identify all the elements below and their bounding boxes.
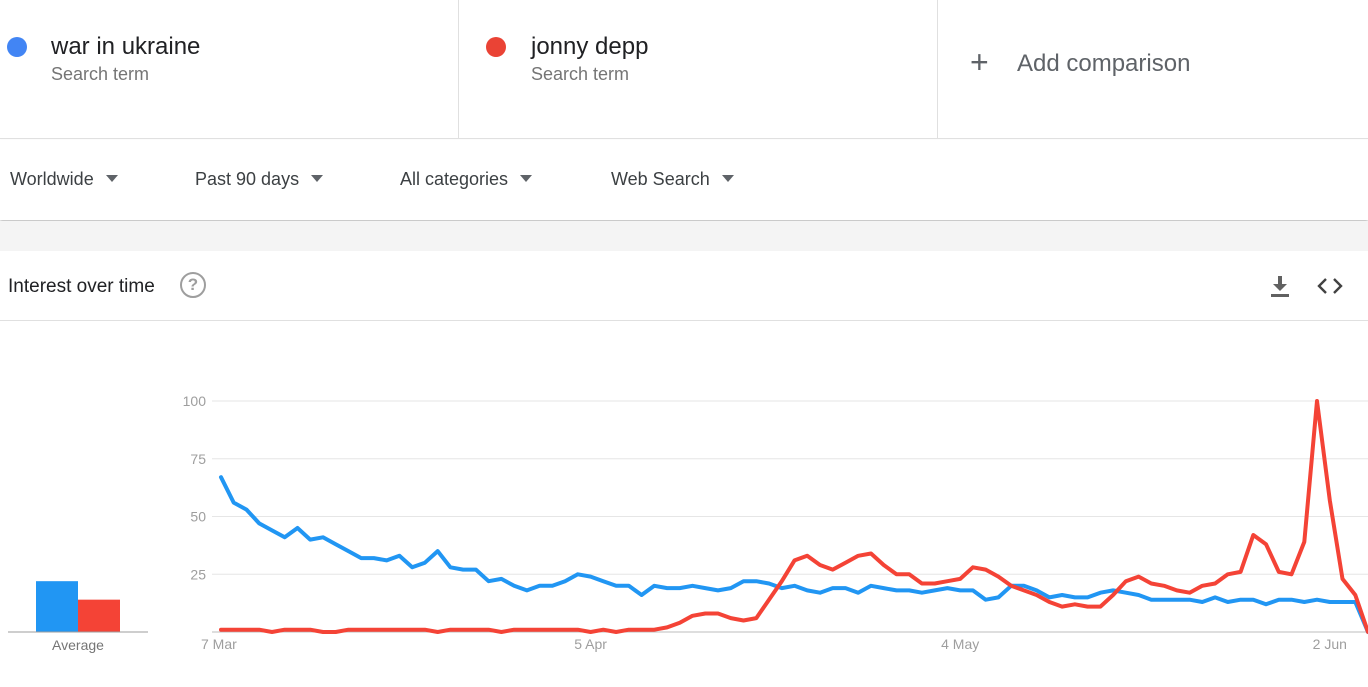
term-name[interactable]: war in ukraine xyxy=(51,33,201,60)
category-dropdown[interactable]: All categories xyxy=(400,169,533,190)
term-type: Search term xyxy=(51,64,150,84)
y-tick-label: 100 xyxy=(183,393,207,409)
caret-down-icon xyxy=(520,174,533,182)
term-war-in-ukraine[interactable]: war in ukraine Search term xyxy=(0,0,458,139)
region-dropdown[interactable]: Worldwide xyxy=(10,169,118,190)
average-bar-0 xyxy=(36,581,78,632)
y-tick-label: 50 xyxy=(190,509,206,525)
card-title: Interest over time xyxy=(8,276,155,297)
interest-over-time-card: Interest over time ? xyxy=(0,251,1368,687)
series-line-0 xyxy=(219,475,1368,634)
term-jonny-depp[interactable]: jonny depp Search term xyxy=(458,0,937,139)
help-icon[interactable]: ? xyxy=(180,272,206,298)
search-type-dropdown[interactable]: Web Search xyxy=(611,169,734,190)
time-range-dropdown[interactable]: Past 90 days xyxy=(195,169,324,190)
y-tick-label: 75 xyxy=(190,451,206,467)
term-name[interactable]: jonny depp xyxy=(531,33,649,60)
search-terms-bar: war in ukraine Search term jonny depp Se… xyxy=(0,0,1368,139)
term-color-dot xyxy=(486,37,506,57)
category-label: All categories xyxy=(400,169,509,189)
card-divider xyxy=(0,320,1368,321)
add-comparison-label[interactable]: Add comparison xyxy=(1017,50,1191,77)
average-bar-1 xyxy=(78,599,120,632)
search-type-label: Web Search xyxy=(611,169,710,189)
section-gap xyxy=(0,221,1368,251)
caret-down-icon xyxy=(311,174,324,182)
add-comparison-button[interactable] xyxy=(937,0,1368,139)
plus-icon[interactable]: + xyxy=(970,44,989,80)
caret-down-icon xyxy=(105,174,118,182)
x-tick-label: 4 May xyxy=(941,636,979,652)
average-label: Average xyxy=(52,637,104,653)
y-tick-label: 25 xyxy=(190,566,206,582)
term-color-dot xyxy=(7,37,27,57)
time-range-label: Past 90 days xyxy=(195,169,300,189)
x-tick-label: 5 Apr xyxy=(574,636,607,652)
caret-down-icon xyxy=(721,174,734,182)
term-type: Search term xyxy=(531,64,630,84)
region-label: Worldwide xyxy=(10,169,94,189)
series-line-1 xyxy=(219,399,1368,634)
x-tick-label: 7 Mar xyxy=(201,636,237,652)
embed-icon[interactable] xyxy=(1316,273,1344,299)
filter-bar: Worldwide Past 90 days All categories We… xyxy=(0,140,1368,220)
x-tick-label: 2 Jun xyxy=(1313,636,1347,652)
download-icon[interactable] xyxy=(1268,273,1292,299)
